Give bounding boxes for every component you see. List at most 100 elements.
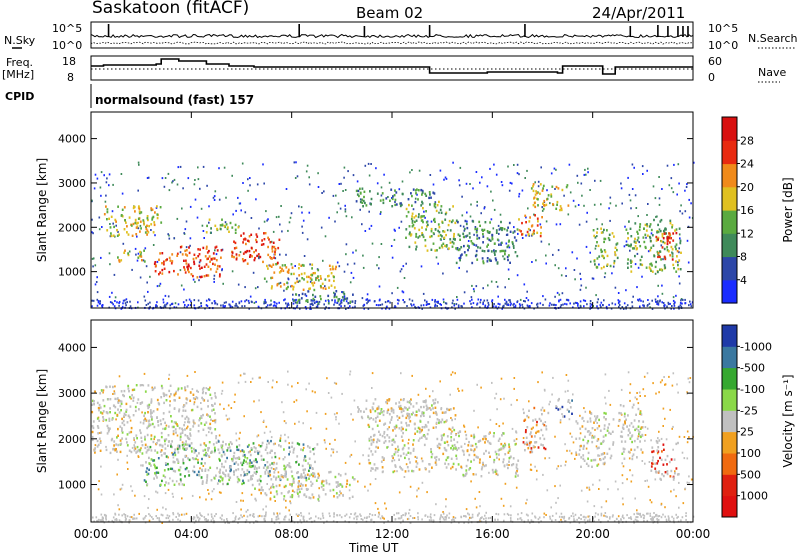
echo-cell: [487, 249, 490, 252]
echo-cell: [458, 390, 460, 392]
echo-cell: [603, 228, 605, 232]
echo-cell: [212, 262, 214, 266]
echo-cell: [295, 161, 297, 164]
echo-cell: [413, 517, 416, 519]
echo-cell: [339, 302, 342, 305]
echo-cell: [318, 494, 320, 497]
echo-cell: [671, 224, 674, 227]
echo-cell: [156, 466, 158, 469]
echo-cell: [320, 226, 323, 229]
echo-cell: [232, 512, 234, 515]
echo-cell: [325, 479, 328, 482]
echo-cell: [383, 430, 386, 434]
echo-cell: [284, 472, 287, 476]
echo-cell: [592, 483, 594, 486]
echo-cell: [287, 285, 289, 289]
echo-cell: [445, 516, 448, 519]
echo-cell: [343, 166, 346, 169]
echo-cell: [560, 274, 563, 277]
echo-cell: [221, 218, 223, 221]
echo-cell: [241, 162, 244, 165]
echo-cell: [596, 301, 599, 304]
echo-cell: [336, 496, 339, 499]
echo-cell: [559, 305, 562, 308]
echo-cell: [674, 301, 676, 304]
echo-cell: [186, 443, 189, 446]
echo-cell: [387, 408, 390, 411]
echo-cell: [416, 193, 418, 196]
echo-cell: [381, 303, 384, 306]
echo-cell: [391, 408, 394, 411]
echo-cell: [637, 435, 640, 438]
echo-cell: [646, 223, 648, 226]
echo-cell: [137, 189, 139, 192]
echo-cell: [408, 406, 411, 409]
echo-cell: [292, 477, 295, 480]
echo-cell: [152, 459, 154, 462]
echo-cell: [312, 293, 314, 297]
colorbar-tick-label: 4: [740, 274, 747, 287]
echo-cell: [453, 303, 456, 305]
echo-cell: [425, 399, 427, 402]
echo-cell: [207, 454, 210, 458]
echo-cell: [182, 462, 185, 465]
echo-cell: [399, 521, 402, 524]
echo-cell: [662, 258, 664, 261]
echo-cell: [443, 230, 446, 233]
echo-cell: [108, 295, 111, 298]
echo-cell: [465, 515, 467, 518]
echo-cell: [240, 300, 243, 303]
echo-cell: [371, 427, 374, 431]
echo-cell: [252, 474, 254, 477]
echo-cell: [363, 307, 365, 310]
echo-cell: [338, 303, 341, 306]
echo-cell: [261, 239, 263, 242]
echo-cell: [364, 230, 367, 232]
echo-cell: [120, 402, 123, 405]
echo-cell: [510, 519, 512, 522]
echo-cell: [211, 409, 213, 412]
echo-cell: [146, 217, 149, 220]
echo-cell: [446, 435, 449, 438]
echo-cell: [435, 503, 437, 506]
echo-cell: [164, 475, 167, 479]
echo-cell: [213, 419, 216, 422]
echo-cell: [258, 478, 261, 481]
echo-cell: [211, 302, 213, 305]
echo-cell: [169, 477, 171, 480]
echo-cell: [305, 388, 307, 391]
echo-cell: [492, 227, 495, 230]
noise-right-ytick-bottom: 10^0: [708, 39, 738, 52]
echo-cell: [127, 252, 129, 255]
echo-cell: [269, 470, 271, 473]
echo-cell: [500, 227, 503, 230]
echo-cell: [508, 299, 510, 302]
echo-cell: [121, 431, 124, 434]
echo-cell: [679, 210, 681, 213]
echo-cell: [163, 393, 166, 396]
echo-cell: [457, 305, 460, 308]
echo-cell: [100, 389, 103, 392]
echo-cell: [192, 393, 195, 396]
echo-cell: [170, 393, 172, 396]
echo-cell: [256, 479, 259, 482]
echo-cell: [561, 188, 564, 192]
echo-cell: [471, 516, 474, 519]
echo-cell: [464, 474, 467, 477]
echo-cell: [308, 517, 311, 520]
echo-cell: [639, 223, 642, 226]
echo-cell: [415, 248, 417, 251]
echo-cell: [639, 258, 642, 262]
echo-cell: [255, 240, 258, 244]
echo-cell: [353, 478, 356, 481]
echo-cell: [264, 298, 266, 301]
echo-cell: [668, 184, 671, 187]
echo-cell: [166, 302, 169, 305]
echo-cell: [328, 264, 331, 267]
echo-cell: [644, 395, 646, 397]
echo-cell: [502, 422, 504, 425]
echo-cell: [428, 519, 431, 522]
echo-cell: [118, 259, 120, 262]
echo-cell: [398, 427, 401, 430]
echo-cell: [642, 388, 645, 391]
